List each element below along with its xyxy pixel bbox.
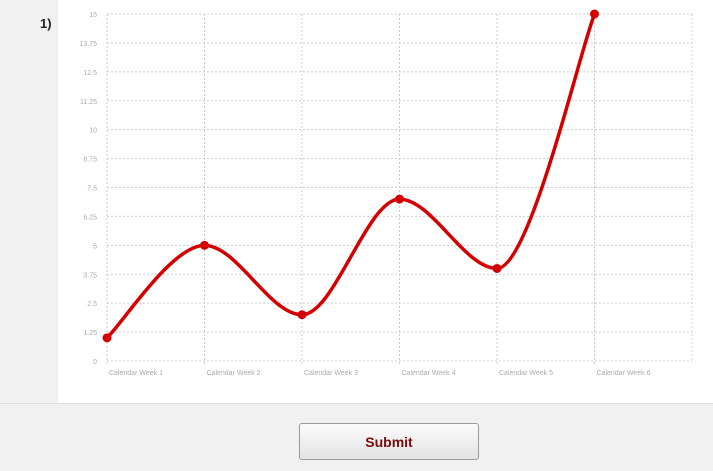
y-tick-label: 12.5 (83, 70, 97, 77)
y-tick-label: 11.25 (80, 99, 97, 106)
question-sidebar: 1) (0, 0, 58, 403)
data-point[interactable] (492, 263, 502, 273)
y-tick-label: 5 (93, 243, 97, 250)
data-point[interactable] (200, 240, 209, 250)
y-tick-label: 15 (89, 12, 97, 19)
x-tick-label: Calendar Week 6 (597, 370, 651, 377)
submit-button[interactable]: Submit (299, 423, 479, 460)
divider (0, 403, 713, 404)
y-tick-label: 0 (93, 359, 97, 366)
line-chart: 0 1.25 2.5 3.75 5 6.25 7.5 8.75 10 11.25 12.5 13.75… (79, 9, 693, 377)
x-tick-label: Calendar Week 3 (304, 370, 358, 377)
x-tick-label: Calendar Week 1 (109, 370, 163, 377)
y-tick-label: 10 (89, 128, 97, 135)
data-point[interactable] (102, 333, 112, 343)
y-tick-label: 2.5 (87, 301, 97, 308)
y-tick-label: 8.75 (83, 157, 97, 164)
chart-panel: 0 1.25 2.5 3.75 5 6.25 7.5 8.75 10 11.25 12.5 13.75… (58, 0, 713, 403)
y-tick-label: 3.75 (83, 272, 97, 279)
data-point[interactable] (590, 9, 599, 19)
y-tick-label: 1.25 (83, 330, 97, 337)
grid (106, 13, 693, 365)
question-number: 1) (40, 16, 52, 31)
data-point[interactable] (297, 310, 307, 320)
x-tick-label: Calendar Week 5 (499, 370, 553, 377)
data-point[interactable] (395, 194, 404, 204)
y-tick-label: 13.75 (79, 41, 97, 48)
y-tick-label: 6.25 (83, 214, 97, 221)
x-tick-label: Calendar Week 2 (207, 370, 261, 377)
series-line (105, 12, 597, 340)
x-tick-label: Calendar Week 4 (402, 370, 456, 377)
y-tick-label: 7.5 (87, 186, 97, 193)
